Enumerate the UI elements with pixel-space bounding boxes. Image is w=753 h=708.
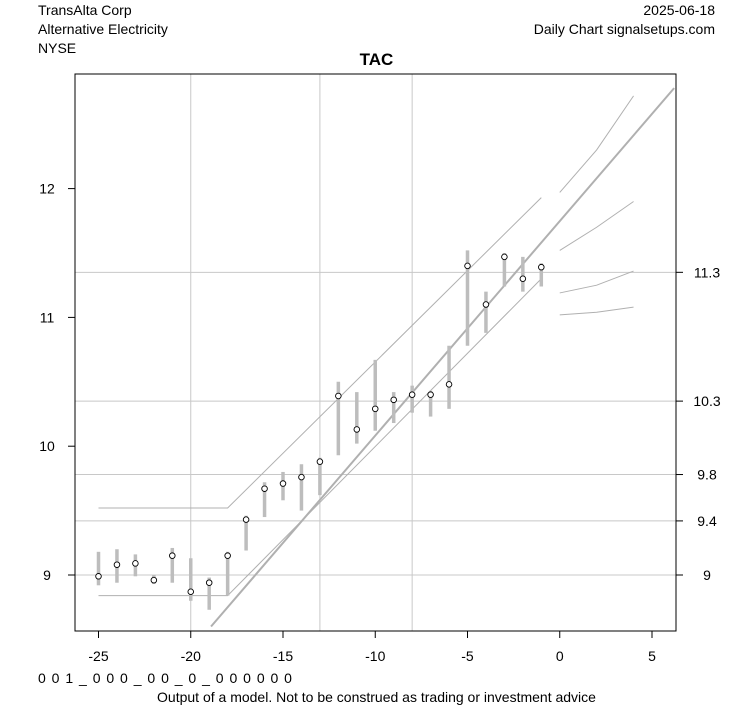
sector-name: Alternative Electricity [38, 21, 168, 37]
x-tick-label: 5 [648, 648, 656, 664]
chart-date: 2025-06-18 [643, 2, 715, 18]
close-marker [538, 263, 545, 271]
header-right: 2025-06-18 Daily Chart signalsetups.com [534, 1, 715, 39]
close-marker [390, 396, 397, 404]
close-marker [205, 579, 213, 586]
axes-layer: -25 -20 -15 -10 -5 0 5 9 10 11 12 9 9.4 9.8 10.3 11.3 [39, 181, 721, 664]
close-marker [187, 588, 194, 595]
model-line-trend [210, 87, 675, 628]
closes-layer [95, 253, 545, 595]
company-name: TransAlta Corp [38, 2, 132, 18]
y-left-tick-label: 10 [39, 438, 55, 454]
y-right-tick-label: 11.3 [694, 264, 720, 280]
close-marker [169, 552, 176, 559]
close-marker [464, 262, 471, 270]
header-left: TransAlta Corp Alternative Electricity N… [38, 1, 168, 58]
y-right-tick-label: 9 [703, 567, 711, 583]
y-right-tick-label: 9.8 [697, 467, 717, 483]
x-tick-label: -15 [273, 648, 293, 664]
y-right-tick-label: 10.3 [693, 393, 720, 409]
exchange-name: NYSE [38, 40, 77, 56]
plot-frame [74, 73, 677, 632]
close-marker [261, 485, 268, 492]
y-left-tick-label: 12 [39, 181, 55, 197]
close-marker [224, 552, 231, 559]
x-tick-label: -5 [461, 648, 474, 664]
y-left-tick-label: 9 [43, 567, 51, 583]
close-marker [298, 473, 305, 481]
y-right-tick-label: 9.4 [697, 513, 717, 529]
close-marker [242, 516, 250, 523]
close-marker [113, 561, 121, 568]
x-tick-label: 0 [556, 648, 564, 664]
close-marker [316, 458, 324, 465]
close-marker [353, 426, 361, 433]
model-line-forecast-4 [559, 306, 634, 316]
model-line-upper-channel [98, 197, 542, 509]
chart-source: Daily Chart signalsetups.com [533, 21, 715, 37]
model-line-forecast-2 [559, 201, 634, 251]
close-marker [427, 391, 434, 398]
signal-codes: 0 0 1 _ 0 0 0 _ 0 0 _ 0 _ 0 0 0 0 0 0 [38, 670, 293, 686]
close-marker [279, 480, 287, 487]
x-tick-label: -25 [88, 648, 108, 664]
close-marker [482, 301, 490, 308]
close-marker [372, 405, 379, 413]
model-line-forecast-3 [559, 270, 634, 294]
model-line-forecast-1 [559, 95, 634, 193]
close-marker [445, 381, 453, 388]
grid-layer [75, 74, 676, 631]
close-marker [501, 253, 508, 261]
x-tick-label: -20 [181, 648, 201, 664]
x-tick-label: -10 [365, 648, 385, 664]
lines-layer [98, 87, 675, 628]
close-marker [519, 275, 527, 283]
close-marker [150, 576, 158, 584]
y-left-tick-label: 11 [40, 309, 55, 325]
chart-title: TAC [360, 50, 394, 69]
close-marker [95, 573, 102, 580]
close-marker [335, 392, 342, 400]
close-marker [132, 560, 139, 567]
close-marker [408, 391, 416, 398]
disclaimer: Output of a model. Not to be construed a… [157, 689, 596, 705]
